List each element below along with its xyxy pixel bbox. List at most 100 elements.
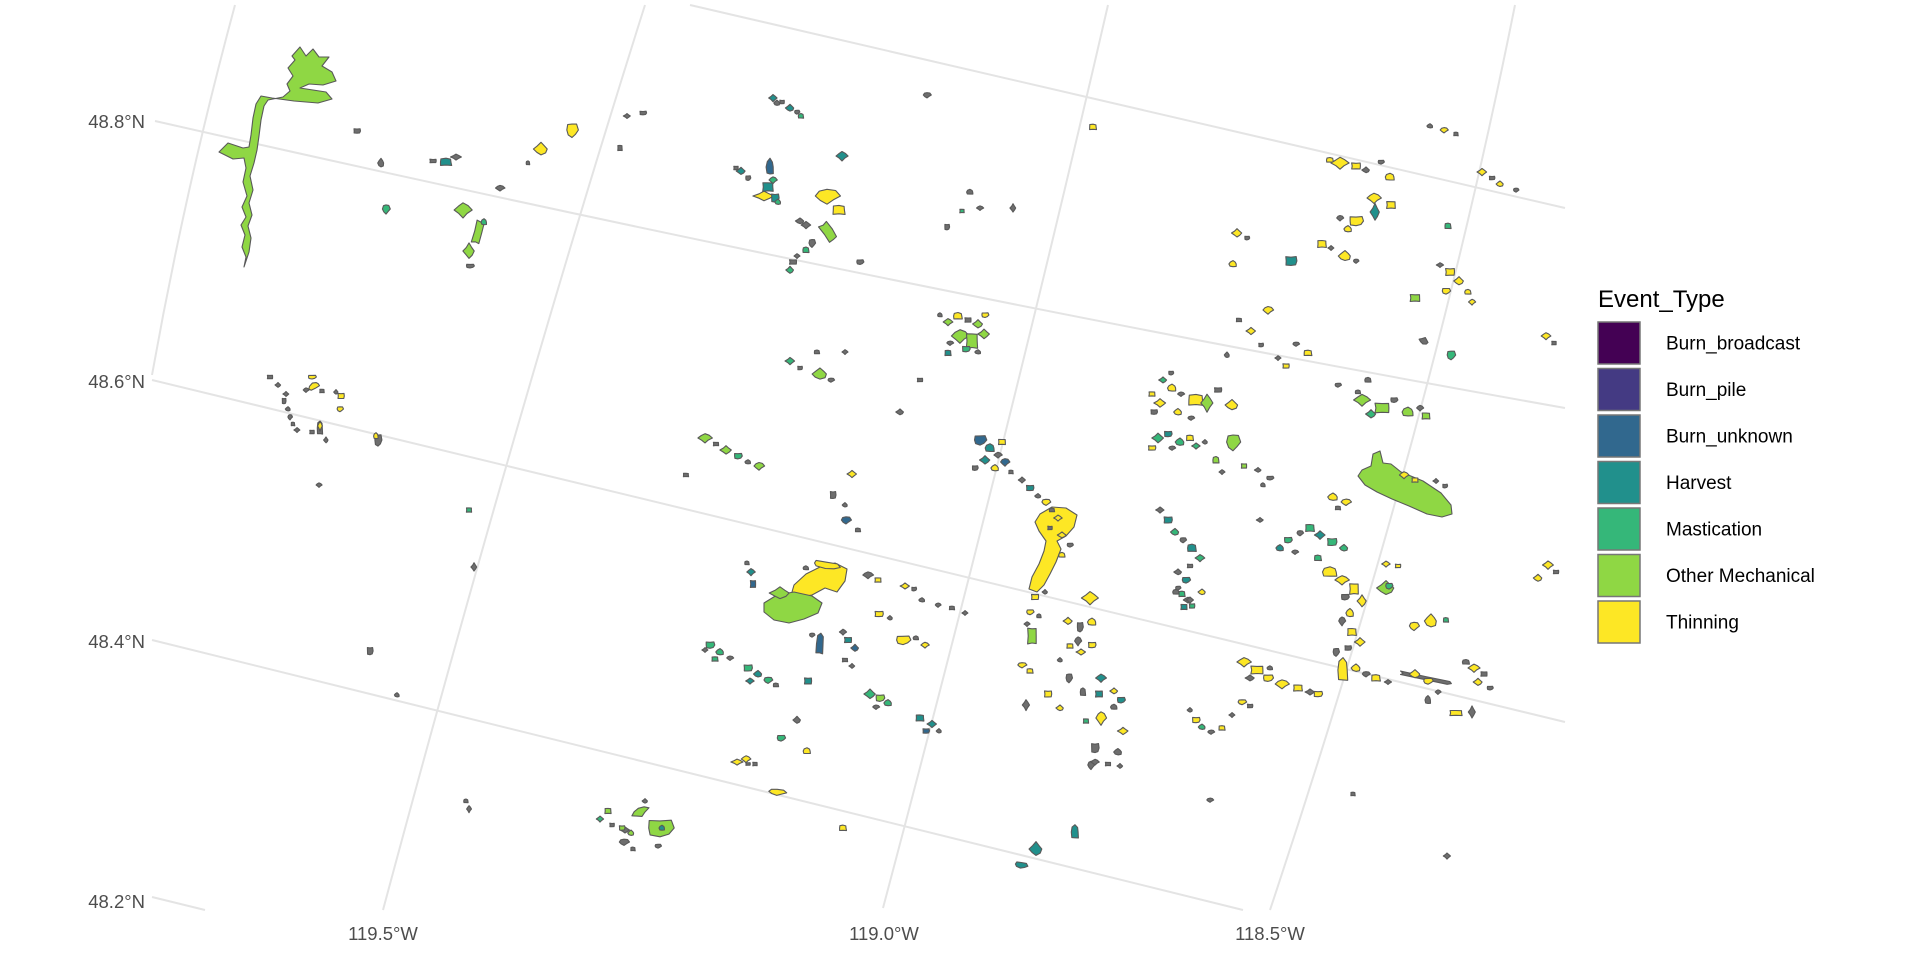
map-polygon [1390, 397, 1399, 404]
map-polygon [1512, 187, 1520, 193]
map-polygon [1228, 712, 1236, 719]
map-polygon [1062, 616, 1073, 625]
map-polygon [1027, 627, 1037, 645]
map-polygon [981, 312, 990, 319]
map-polygon [319, 388, 325, 394]
map-polygon [1224, 398, 1239, 411]
map-polygon [1034, 493, 1042, 499]
map-polygon [711, 656, 719, 662]
map-polygon [1226, 434, 1242, 452]
legend: Event_Type Burn_broadcast Burn_pile Burn_un… [1597, 286, 1815, 644]
map-polygon [1313, 690, 1324, 698]
map-polygon [768, 586, 790, 600]
map-polygon [1000, 458, 1011, 467]
map-polygon [1166, 383, 1177, 392]
map-polygon [1352, 258, 1360, 264]
map-polygon [1201, 439, 1208, 445]
map-polygon [1327, 537, 1338, 547]
map-polygon [838, 628, 848, 636]
map-polygon [1351, 162, 1361, 170]
map-polygon [494, 184, 506, 192]
map-polygon [1486, 685, 1494, 691]
map-polygon [808, 632, 816, 638]
map-polygon [984, 443, 995, 452]
map-polygon [916, 377, 924, 383]
map-polygon [1337, 657, 1349, 681]
map-polygon [1263, 674, 1275, 682]
map-polygon [1186, 563, 1194, 569]
map-polygon [922, 92, 932, 99]
legend-swatch-Thinning [1597, 600, 1641, 644]
map-polygon [1235, 317, 1243, 323]
gridline-parallel-48.4N [151, 639, 1244, 911]
map-polygon [840, 516, 853, 525]
map-polygon [393, 692, 400, 698]
map-polygon [1047, 525, 1053, 531]
map-polygon [1332, 648, 1341, 657]
legend-swatch-Burn_broadcast [1597, 321, 1641, 365]
map-polygon [1353, 393, 1372, 407]
map-polygon [1423, 677, 1434, 685]
legend-label-Burn_unknown: Burn_unknown [1666, 427, 1793, 448]
map-polygon [1366, 192, 1382, 205]
map-polygon [1070, 824, 1079, 839]
map-polygon [886, 615, 893, 621]
gridline-parallel-49.0N [689, 4, 1566, 209]
map-polygon [744, 459, 751, 465]
map-polygon [1180, 603, 1188, 611]
map-polygon [453, 202, 473, 219]
map-polygon [1383, 679, 1393, 686]
map-polygon [813, 559, 841, 570]
map-polygon [1381, 560, 1391, 568]
map-polygon [1435, 262, 1445, 269]
map-polygon [1065, 673, 1074, 684]
map-polygon [1089, 123, 1098, 131]
map-polygon [631, 806, 650, 817]
map-polygon [1025, 484, 1035, 492]
map-polygon [946, 340, 955, 346]
map-polygon [618, 838, 631, 846]
map-polygon [1246, 703, 1254, 709]
map-polygon [1343, 225, 1352, 233]
map-polygon [1480, 671, 1488, 677]
map-polygon [1472, 677, 1483, 686]
map-polygon [774, 198, 782, 205]
map-polygon [1408, 621, 1421, 632]
map-polygon [1191, 442, 1201, 450]
map-polygon [1104, 761, 1112, 767]
map-polygon [802, 747, 811, 755]
map-polygon [1337, 250, 1351, 262]
map-polygon [1056, 657, 1063, 663]
map-polygon [1364, 376, 1372, 383]
map-polygon [1350, 663, 1361, 672]
map-polygon [1082, 718, 1090, 724]
map-polygon [1446, 350, 1457, 361]
map-polygon [373, 432, 379, 440]
polygon-layer [218, 46, 1560, 869]
map-polygon [1552, 569, 1560, 575]
map-polygon [1008, 469, 1014, 475]
map-polygon [1408, 669, 1421, 679]
map-polygon [784, 356, 796, 366]
map-polygon [1488, 175, 1496, 181]
legend-label-Burn_broadcast: Burn_broadcast [1666, 334, 1801, 355]
map-polygon [1411, 477, 1419, 483]
map-polygon [1442, 617, 1450, 623]
map-polygon [1041, 588, 1048, 595]
map-polygon [752, 761, 758, 767]
map-polygon [974, 349, 982, 355]
map-polygon [768, 788, 788, 796]
map-polygon [1369, 202, 1380, 221]
map-polygon [1178, 590, 1186, 598]
legend-label-Harvest: Harvest [1666, 473, 1732, 494]
map-polygon [274, 381, 282, 388]
map-polygon [1090, 758, 1100, 766]
map-polygon [734, 452, 743, 460]
map-polygon [746, 568, 756, 577]
map-polygon [730, 758, 744, 766]
map-polygon [815, 632, 824, 655]
map-polygon [749, 579, 757, 589]
map-polygon [1274, 355, 1282, 362]
map-polygon [480, 218, 488, 226]
map-polygon [1048, 507, 1056, 513]
